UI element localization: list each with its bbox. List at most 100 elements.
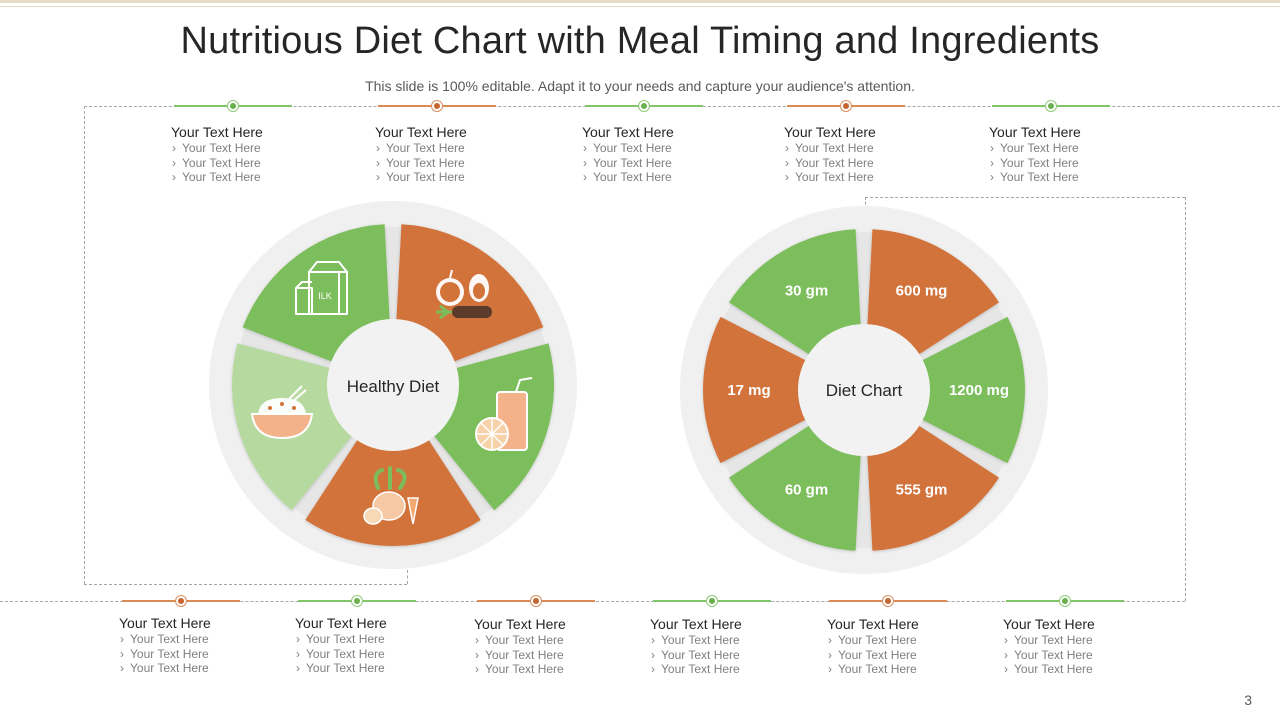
right-top-dashed-line [865, 197, 1185, 198]
block-heading: Your Text Here [650, 616, 742, 632]
rice-bowl-icon [250, 385, 314, 440]
timeline-dot [175, 595, 187, 607]
right-dashed-line [1185, 197, 1186, 601]
left-connector-dashed-line [407, 570, 408, 584]
bullet-item: Your Text Here [375, 156, 535, 171]
bullet-item: Your Text Here [474, 633, 634, 648]
block-heading: Your Text Here [827, 616, 919, 632]
bullet-item: Your Text Here [827, 662, 987, 677]
bullet-item: Your Text Here [784, 156, 944, 171]
diet-chart-segment-1 [728, 229, 862, 360]
healthy-diet-segment-1 [242, 224, 391, 365]
diet-chart-value-label: 1200 mg [949, 382, 1009, 399]
block-heading: Your Text Here [582, 124, 674, 140]
bullet-item: Your Text Here [650, 648, 810, 663]
diet-chart-segment-4 [866, 420, 1000, 551]
root-vegetables-icon [363, 466, 419, 525]
timeline-dot [1045, 100, 1057, 112]
bullet-item: Your Text Here [474, 648, 634, 663]
bullet-item: Your Text Here [827, 633, 987, 648]
bullet-item: Your Text Here [375, 141, 535, 156]
block-heading: Your Text Here [171, 124, 263, 140]
block-heading: Your Text Here [989, 124, 1081, 140]
block-heading: Your Text Here [784, 124, 876, 140]
diet-chart-value-label: 555 gm [896, 482, 948, 499]
bullet-item: Your Text Here [1003, 633, 1163, 648]
timeline-dot [706, 595, 718, 607]
bullet-item: Your Text Here [295, 661, 455, 676]
healthy-diet-segment-4 [305, 431, 481, 546]
page-title: Nutritious Diet Chart with Meal Timing a… [180, 20, 1100, 62]
healthy-diet-segment-2 [395, 224, 544, 365]
diet-chart-hub [798, 324, 930, 456]
timeline-dot [431, 100, 443, 112]
timeline-dot [840, 100, 852, 112]
diet-chart-value-label: 60 gm [785, 482, 828, 499]
timeline-dot [638, 100, 650, 112]
bullet-item: Your Text Here [171, 156, 331, 171]
bullet-item: Your Text Here [1003, 662, 1163, 677]
bullet-item: Your Text Here [582, 156, 742, 171]
right-connector-dashed-line [865, 197, 866, 209]
timeline-dot [351, 595, 363, 607]
left-dashed-line [84, 106, 85, 584]
bullet-item: Your Text Here [474, 662, 634, 677]
bullet-item: Your Text Here [1003, 648, 1163, 663]
bullet-item: Your Text Here [989, 156, 1149, 171]
block-heading: Your Text Here [295, 615, 387, 631]
milk-carton-icon: ILK [295, 261, 348, 315]
page-subtitle: This slide is 100% editable. Adapt it to… [365, 78, 915, 94]
juice-lemon-icon [475, 377, 533, 451]
bullet-item: Your Text Here [375, 170, 535, 185]
block-heading: Your Text Here [1003, 616, 1095, 632]
bullet-item: Your Text Here [119, 661, 279, 676]
diet-chart-value-label: 17 mg [727, 382, 770, 399]
bullet-item: Your Text Here [295, 632, 455, 647]
svg-text:ILK: ILK [318, 291, 332, 301]
bullet-item: Your Text Here [989, 141, 1149, 156]
diet-chart-label: Diet Chart [826, 381, 903, 400]
timeline-dot [1059, 595, 1071, 607]
timeline-dot [882, 595, 894, 607]
top-accent-line [0, 6, 1280, 7]
bullet-item: Your Text Here [295, 647, 455, 662]
diet-chart-value-label: 30 gm [785, 282, 828, 299]
healthy-diet-label: Healthy Diet [347, 377, 440, 396]
diet-chart-segment-5 [728, 420, 862, 551]
bullet-item: Your Text Here [650, 662, 810, 677]
bullet-item: Your Text Here [582, 141, 742, 156]
bullet-item: Your Text Here [119, 632, 279, 647]
top-accent-bar [0, 0, 1280, 3]
diet-chart-segment-2 [866, 229, 1000, 360]
timeline-dot [530, 595, 542, 607]
block-heading: Your Text Here [375, 124, 467, 140]
left-bottom-dashed-line [84, 584, 407, 585]
block-heading: Your Text Here [474, 616, 566, 632]
block-heading: Your Text Here [119, 615, 211, 631]
bullet-item: Your Text Here [784, 141, 944, 156]
bullet-item: Your Text Here [119, 647, 279, 662]
bullet-item: Your Text Here [582, 170, 742, 185]
timeline-dot [227, 100, 239, 112]
diet-chart-segment-3 [913, 316, 1025, 464]
bullet-item: Your Text Here [650, 633, 810, 648]
bullet-item: Your Text Here [784, 170, 944, 185]
diet-chart-wheel: Diet Chart 30 gm 600 mg 1200 mg 555 gm 60 gm… [680, 206, 1048, 574]
healthy-diet-hub [327, 319, 459, 451]
healthy-diet-wheel: Healthy Diet ILK [209, 201, 577, 569]
page-number: 3 [1244, 692, 1252, 708]
fruits-vegetables-icon [436, 269, 492, 320]
diet-chart-segment-6 [703, 316, 815, 464]
